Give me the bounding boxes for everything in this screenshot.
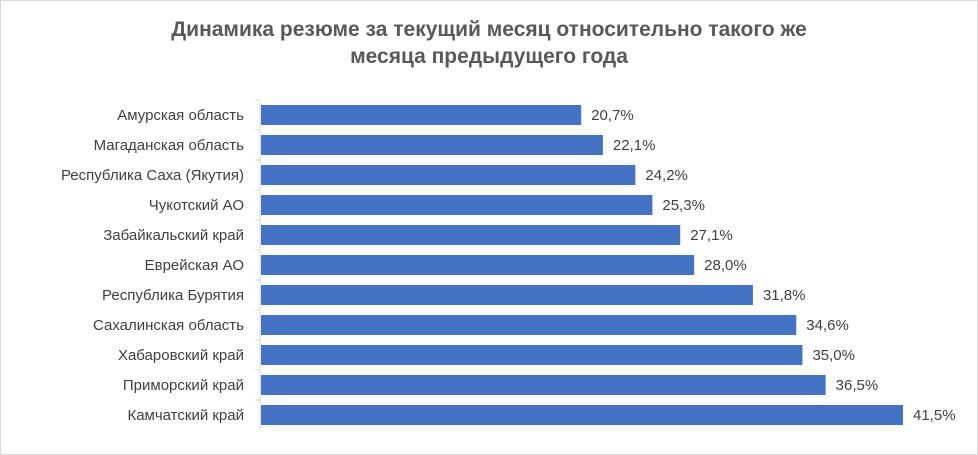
category-label: Республика Бурятия — [102, 287, 244, 304]
category-label: Чукотский АО — [149, 197, 244, 214]
chart-title-line-1: Динамика резюме за текущий месяц относит… — [171, 18, 807, 41]
category-label: Еврейская АО — [145, 257, 244, 274]
bar — [261, 405, 903, 425]
data-label: 24,2% — [645, 167, 688, 184]
bar — [261, 345, 803, 365]
bar — [261, 165, 636, 185]
data-label: 20,7% — [591, 107, 634, 124]
category-label: Хабаровский край — [118, 347, 244, 364]
data-label: 41,5% — [913, 407, 956, 424]
bar — [261, 105, 582, 125]
data-label: 28,0% — [704, 257, 747, 274]
chart-title: Динамика резюме за текущий месяц относит… — [0, 16, 978, 70]
bar — [261, 375, 826, 395]
bar — [261, 135, 603, 155]
bar — [261, 255, 695, 275]
data-label: 22,1% — [613, 137, 656, 154]
category-label: Республика Саха (Якутия) — [61, 167, 244, 184]
data-label: 27,1% — [690, 227, 733, 244]
category-label: Забайкальский край — [103, 227, 244, 244]
category-label: Магаданская область — [94, 137, 245, 154]
chart-title-line-2: месяца предыдущего года — [350, 45, 628, 68]
data-label: 25,3% — [662, 197, 705, 214]
category-label: Приморский край — [123, 377, 244, 394]
category-label: Камчатский край — [127, 407, 244, 424]
category-label: Сахалинская область — [93, 317, 244, 334]
bar — [261, 285, 753, 305]
bar — [261, 225, 681, 245]
data-label: 36,5% — [836, 377, 879, 394]
bar — [261, 195, 653, 215]
data-label: 31,8% — [763, 287, 806, 304]
bar — [261, 315, 797, 335]
category-label: Амурская область — [117, 107, 244, 124]
data-label: 34,6% — [806, 317, 849, 334]
data-label: 35,0% — [812, 347, 855, 364]
